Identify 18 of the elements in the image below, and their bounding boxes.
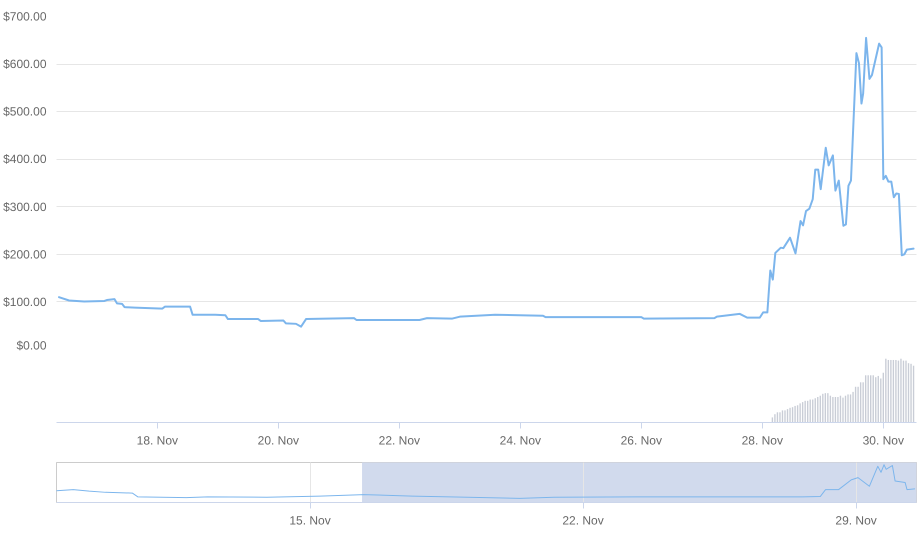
y-tick-label: $0.00 xyxy=(16,338,47,352)
y-tick-label: $100.00 xyxy=(3,294,47,309)
x-tick-label: 24. Nov xyxy=(500,434,541,448)
x-tick-label: 20. Nov xyxy=(258,434,300,448)
x-tick-label: 15. Nov xyxy=(289,514,331,528)
y-tick-label: $200.00 xyxy=(3,247,47,262)
x-tick-label: 29. Nov xyxy=(835,514,877,528)
y-tick-label: $700.00 xyxy=(3,10,47,24)
y-tick-label: $500.00 xyxy=(3,104,47,119)
x-tick-label: 26. Nov xyxy=(620,434,662,448)
y-tick-label: $600.00 xyxy=(3,57,47,72)
x-tick-label: 22. Nov xyxy=(562,514,604,528)
x-tick-label: 22. Nov xyxy=(378,434,420,448)
y-tick-label: $400.00 xyxy=(3,152,47,166)
y-tick-label: $300.00 xyxy=(3,200,47,214)
x-tick-label: 18. Nov xyxy=(136,434,178,448)
x-tick-label: 30. Nov xyxy=(862,434,904,448)
x-tick-label: 28. Nov xyxy=(742,434,783,448)
